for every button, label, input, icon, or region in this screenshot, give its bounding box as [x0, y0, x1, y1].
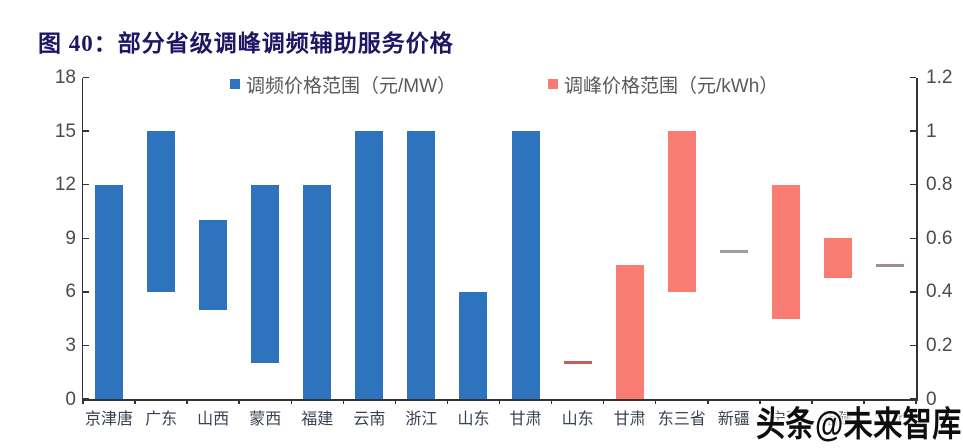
- range-bar: [407, 131, 436, 399]
- x-axis-tick: [238, 399, 240, 404]
- figure-title: 图 40：部分省级调峰调频辅助服务价格: [38, 31, 454, 56]
- x-axis-tick: [394, 399, 397, 404]
- right-axis-tick: [910, 76, 916, 79]
- x-axis-category-label: 山西: [197, 411, 230, 428]
- right-axis-tick: [910, 291, 916, 293]
- x-axis-category-label: 浙江: [405, 411, 438, 428]
- x-axis-tick: [707, 399, 709, 404]
- left-axis-tick: [83, 237, 89, 239]
- left-axis-tick: [83, 130, 89, 132]
- x-axis-tick: [446, 399, 449, 404]
- legend-label-peak: 调峰价格范围（元/kWh）: [564, 75, 779, 97]
- right-axis-tick-label: 1: [926, 120, 937, 142]
- right-axis-tick: [910, 398, 916, 400]
- left-axis-tick-label: 18: [54, 67, 76, 88]
- x-axis-category-label: 新疆: [717, 411, 750, 428]
- left-axis-tick-label: 6: [65, 281, 76, 303]
- range-bar: [199, 220, 228, 310]
- x-axis-category-label: 山东: [457, 411, 490, 428]
- range-bar: [667, 131, 696, 292]
- right-axis-tick-label: 0: [926, 388, 937, 410]
- left-axis-tick: [83, 398, 89, 400]
- x-axis-category-label: 华北: [873, 411, 906, 428]
- x-axis-tick: [759, 399, 761, 404]
- legend-item-peak: 调峰价格范围（元/kWh）: [548, 71, 778, 97]
- x-axis-category-label: 京津唐: [85, 411, 134, 428]
- right-axis-tick-label: 0.2: [926, 334, 953, 356]
- x-axis-tick: [290, 399, 292, 404]
- x-axis-category-label: 东三省: [657, 411, 706, 428]
- range-dash-bar: [719, 250, 748, 254]
- legend-marker-freq-icon: [230, 79, 240, 89]
- range-bar: [303, 184, 332, 399]
- range-bar: [95, 184, 124, 399]
- right-axis-tick-label: 0.4: [926, 281, 953, 303]
- right-axis-tick-label: 0.6: [926, 227, 953, 249]
- x-axis-tick: [811, 399, 813, 404]
- x-axis-category-label: 甘肃: [509, 411, 542, 428]
- range-bar: [459, 291, 488, 399]
- x-axis-tick: [498, 399, 501, 404]
- left-axis-tick-label: 15: [54, 120, 76, 142]
- left-axis-tick: [83, 344, 89, 347]
- legend-item-freq: 调频价格范围（元/MW）: [230, 71, 456, 97]
- x-axis-category-label: 云南: [353, 411, 386, 428]
- x-axis-category-label: 福建: [821, 411, 854, 428]
- left-axis-tick: [83, 183, 89, 186]
- range-bar: [251, 184, 280, 364]
- range-bar: [823, 238, 852, 279]
- legend-label-freq: 调频价格范围（元/MW）: [246, 75, 457, 97]
- x-axis-category-label: 广东: [145, 411, 178, 428]
- left-axis-tick-label: 12: [54, 174, 76, 196]
- range-dash-bar: [875, 263, 904, 267]
- left-axis-tick-label: 3: [65, 334, 76, 356]
- range-bar: [511, 131, 540, 399]
- x-axis-tick: [654, 399, 657, 404]
- range-bar: [615, 265, 644, 399]
- right-axis-line: [916, 77, 918, 399]
- left-axis-tick-label: 9: [65, 227, 76, 249]
- range-bar: [771, 184, 800, 319]
- x-axis-tick: [863, 399, 865, 404]
- x-axis-category-label: 甘肃: [613, 411, 646, 428]
- left-axis-tick: [83, 291, 89, 293]
- right-axis-tick: [910, 130, 916, 132]
- x-axis-tick: [550, 399, 553, 404]
- x-axis-tick: [134, 399, 136, 404]
- right-axis-tick: [910, 237, 916, 239]
- left-axis-tick-label: 0: [65, 388, 76, 410]
- x-axis-category-label: 山东: [561, 411, 594, 428]
- x-axis-tick: [915, 399, 917, 404]
- range-bar: [355, 131, 384, 399]
- range-bar: [147, 131, 176, 292]
- watermark: 头条@未来智库: [756, 406, 962, 445]
- right-axis-tick: [910, 183, 916, 186]
- range-dash-bar: [563, 361, 592, 365]
- left-axis-line: [81, 77, 83, 399]
- left-axis-tick: [83, 76, 89, 79]
- x-axis-tick: [186, 399, 188, 404]
- x-axis-tick: [602, 399, 605, 404]
- x-axis-tick: [342, 399, 345, 404]
- x-axis-category-label: 蒙西: [249, 411, 282, 428]
- right-axis-tick-label: 1.2: [926, 67, 953, 88]
- x-axis-category-label: 福建: [301, 411, 334, 428]
- right-axis-tick-label: 0.8: [926, 174, 953, 196]
- x-axis-category-label: 宁夏: [769, 411, 802, 428]
- legend-marker-peak-icon: [548, 79, 558, 89]
- x-axis-tick: [82, 399, 84, 404]
- right-axis-tick: [910, 344, 916, 347]
